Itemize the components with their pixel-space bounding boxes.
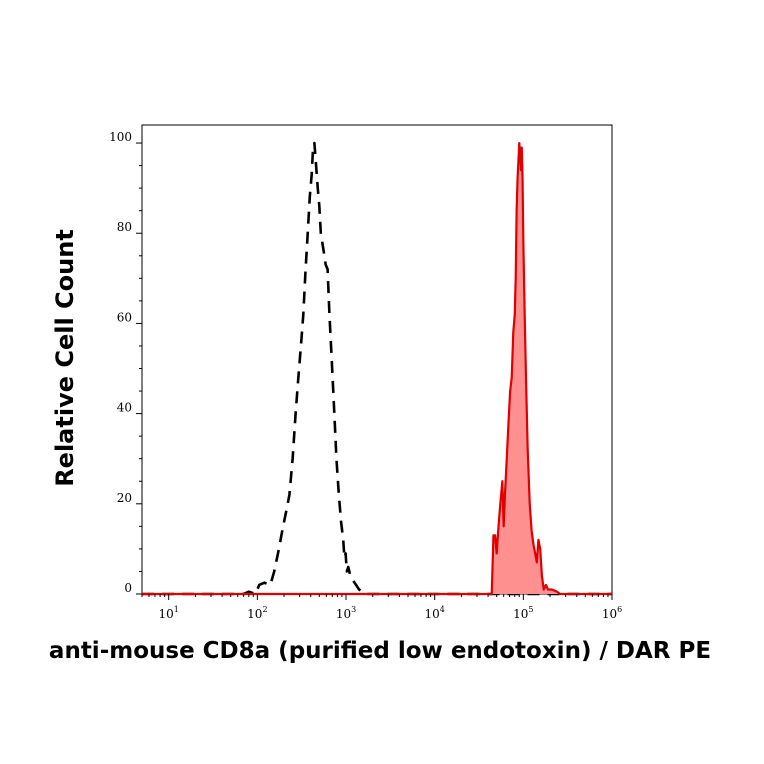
y-axis: 0 20 40 60 80 100 xyxy=(109,130,142,595)
y-tick-label: 80 xyxy=(117,220,132,234)
x-tick-label: 101 xyxy=(159,605,179,621)
y-tick-label: 40 xyxy=(117,401,132,415)
y-tick-label: 60 xyxy=(117,310,132,324)
series-1-fill xyxy=(142,143,612,595)
x-tick-label: 103 xyxy=(336,605,356,621)
x-tick-label: 102 xyxy=(247,605,267,621)
x-tick-label: 104 xyxy=(424,605,444,621)
y-tick-label: 0 xyxy=(124,581,132,595)
y-tick-label: 100 xyxy=(109,130,132,144)
plot-frame xyxy=(141,124,613,595)
x-axis: 101 102 103 104 105 106 xyxy=(141,594,622,621)
series-0-line xyxy=(142,141,612,596)
x-axis-label: anti-mouse CD8a (purified low endotoxin)… xyxy=(49,638,711,664)
x-tick-label: 106 xyxy=(602,605,622,621)
y-axis-label: Relative Cell Count xyxy=(51,229,79,487)
series-1-line xyxy=(142,141,612,596)
x-tick-label: 105 xyxy=(513,605,533,621)
y-tick-label: 20 xyxy=(117,491,132,505)
series-layer xyxy=(142,141,612,596)
